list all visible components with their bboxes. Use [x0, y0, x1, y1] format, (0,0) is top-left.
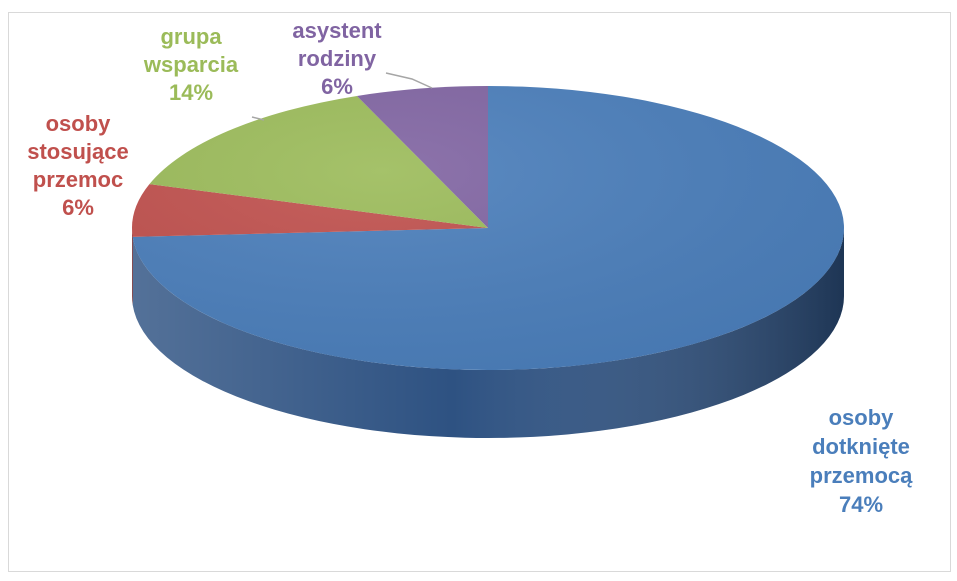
slice-0-percent-label: 74%	[839, 492, 883, 517]
leader-line-0	[251, 116, 265, 121]
slice-0-label-line-1: dotknięte	[812, 434, 910, 459]
pie-top-shade	[132, 86, 844, 370]
slice-1-label-line-2: przemoc	[33, 167, 123, 192]
slice-2-label-line-1: wsparcia	[143, 52, 239, 77]
slice-1-label-line-0: osoby	[46, 111, 112, 136]
slice-2-label-line-0: grupa	[160, 24, 222, 49]
slice-2-percent-label: 14%	[169, 80, 213, 105]
slice-0-label-line-2: przemocą	[810, 463, 913, 488]
slice-0-label-line-0: osoby	[829, 405, 895, 430]
slice-3-percent-label: 6%	[321, 74, 353, 99]
slice-1-label-line-1: stosujące	[27, 139, 129, 164]
pie-side-shade-1	[132, 228, 133, 305]
slice-1-percent-label: 6%	[62, 195, 94, 220]
slice-3-label-line-1: rodziny	[298, 46, 377, 71]
slice-3-label-line-0: asystent	[292, 18, 382, 43]
pie-side-shade-0	[132, 228, 844, 438]
leader-line-1	[385, 72, 433, 89]
